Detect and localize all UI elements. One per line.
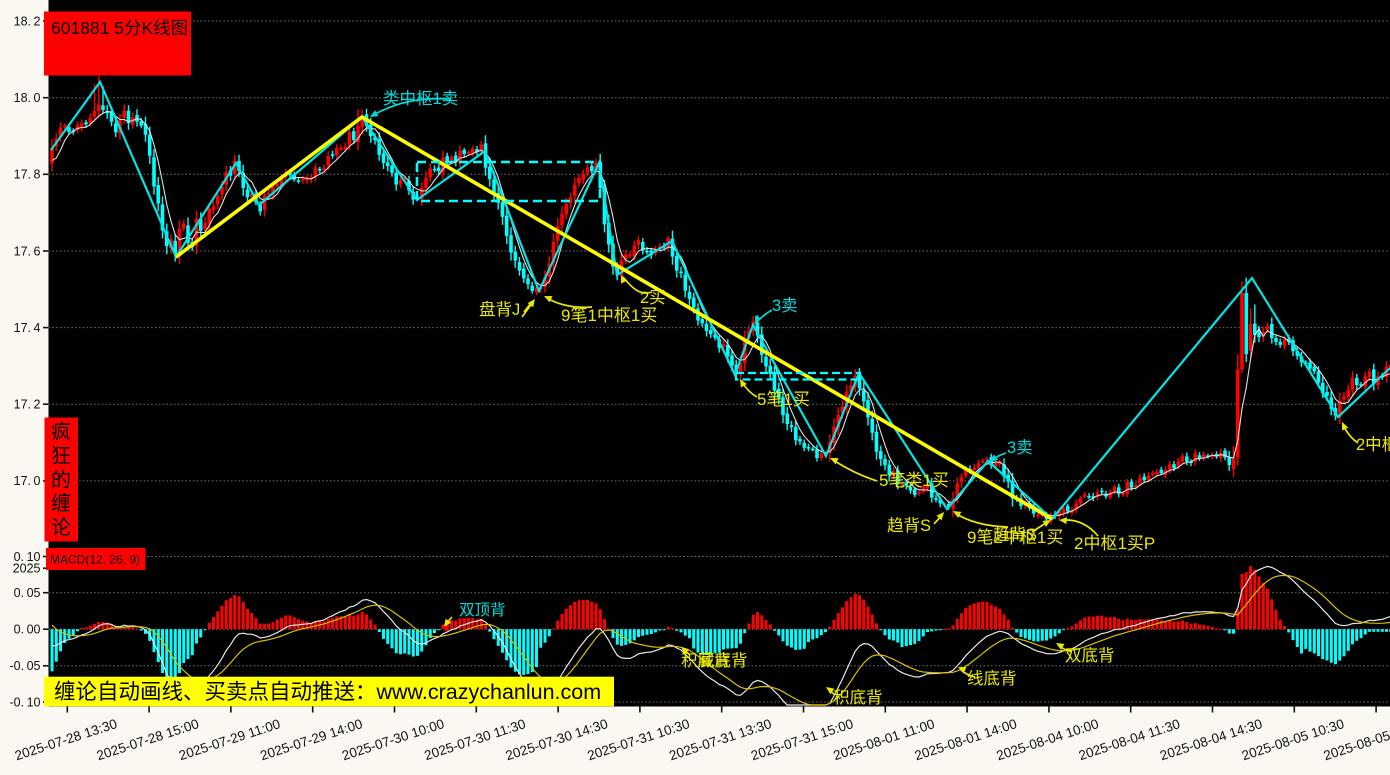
svg-text:18. 0: 18. 0 <box>14 91 41 105</box>
svg-text:2中枢1买: 2中枢1买 <box>1356 435 1390 454</box>
svg-text:疯: 疯 <box>51 421 71 444</box>
svg-text:积底背: 积底背 <box>681 651 731 670</box>
svg-text:17. 0: 17. 0 <box>14 474 41 488</box>
svg-text:3卖: 3卖 <box>1007 438 1033 457</box>
svg-text:3卖: 3卖 <box>772 296 798 315</box>
svg-text:缠: 缠 <box>51 492 71 515</box>
svg-text:0. 05: 0. 05 <box>14 586 41 600</box>
svg-text:18. 2: 18. 2 <box>14 14 41 28</box>
svg-text:9笔2中枢1买: 9笔2中枢1买 <box>967 528 1063 547</box>
svg-text:积底背: 积底背 <box>833 688 883 707</box>
svg-text:9笔1中枢1买: 9笔1中枢1买 <box>561 306 657 325</box>
svg-text:2买: 2买 <box>640 289 666 307</box>
svg-text:的: 的 <box>51 468 71 491</box>
svg-text:线底背: 线底背 <box>967 669 1017 688</box>
svg-text:缠论自动画线、买卖点自动推送：www.crazychanlu: 缠论自动画线、买卖点自动推送：www.crazychanlun.com <box>54 680 601 704</box>
svg-text:双顶背: 双顶背 <box>459 601 506 619</box>
svg-text:17. 6: 17. 6 <box>14 244 41 258</box>
svg-text:狂: 狂 <box>51 444 71 467</box>
svg-text:藏底背: 藏底背 <box>698 651 748 670</box>
svg-text:论: 论 <box>51 516 71 539</box>
svg-text:-0. 05: -0. 05 <box>10 659 41 673</box>
svg-text:0. 10: 0. 10 <box>14 550 41 564</box>
svg-text:5笔1买: 5笔1买 <box>757 390 810 409</box>
svg-text:5笔类1买: 5笔类1买 <box>879 471 949 490</box>
svg-text:趋背S: 趋背S <box>887 516 931 535</box>
svg-text:17. 4: 17. 4 <box>14 321 41 335</box>
svg-text:双底背: 双底背 <box>1065 646 1115 665</box>
svg-text:2025: 2025 <box>13 562 41 576</box>
svg-text:17. 8: 17. 8 <box>14 168 41 182</box>
svg-text:-0. 10: -0. 10 <box>10 695 41 709</box>
svg-text:0. 00: 0. 00 <box>14 623 41 637</box>
svg-text:2中枢1买P: 2中枢1买P <box>1074 534 1155 553</box>
svg-text:MACD(12, 26, 9): MACD(12, 26, 9) <box>50 553 140 567</box>
svg-text:17. 2: 17. 2 <box>14 398 41 412</box>
svg-text:趋背S: 趋背S <box>993 525 1037 544</box>
svg-text:盘背J: 盘背J <box>479 300 520 319</box>
svg-text:601881 5分K线图: 601881 5分K线图 <box>51 18 188 38</box>
